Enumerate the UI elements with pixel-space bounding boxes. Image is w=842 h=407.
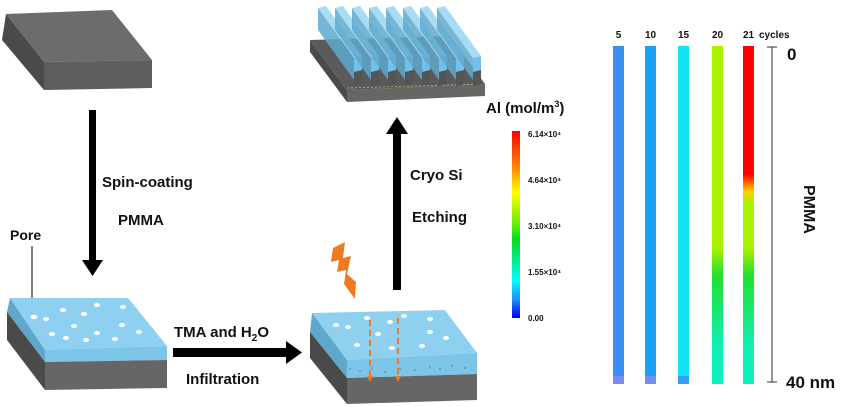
etching-arrow — [386, 117, 408, 290]
infiltration-label: Infiltration — [186, 371, 259, 388]
cycle-label: 5 — [616, 30, 622, 41]
concentration-profile-10 — [645, 46, 656, 384]
infiltration-arrow — [173, 341, 302, 364]
infiltrated-block — [310, 310, 477, 404]
cryo-si-label: Cryo Si — [410, 167, 463, 184]
depth-scale-bar — [767, 46, 777, 383]
silicon-substrate-block — [2, 10, 152, 90]
spin-coating-label: Spin-coating — [102, 174, 193, 191]
pmma-axis-label: PMMA — [800, 185, 817, 234]
depth-top-label: 0 — [787, 45, 796, 64]
concentration-profile-20 — [712, 46, 723, 384]
cycle-label: 15 — [678, 30, 690, 41]
cycles-label: cycles — [759, 30, 790, 41]
concentration-profile-15 — [678, 46, 689, 384]
cycle-label: 10 — [645, 30, 657, 41]
cycle-label: 20 — [712, 30, 724, 41]
spin-coating-arrow — [82, 110, 103, 276]
pmma-step-label: PMMA — [118, 212, 164, 229]
cycle-label: 21 — [743, 30, 755, 41]
etching-label: Etching — [412, 209, 467, 226]
colorbar-tick-label: 3.10×10⁴ — [528, 222, 561, 231]
depth-bottom-label: 40 nm — [786, 373, 835, 392]
colorbar-tick-label: 4.64×10⁴ — [528, 176, 561, 185]
colorbar-title: Al (mol/m3) — [486, 99, 564, 117]
colorbar-tick-label: 6.14×10⁴ — [528, 130, 561, 139]
concentration-profile-5 — [613, 46, 624, 384]
etched-fin-structure — [310, 6, 485, 102]
colorbar-tick-label: 0.00 — [528, 314, 544, 323]
colorbar — [512, 131, 520, 318]
lightning-icon — [331, 242, 356, 299]
pmma-coated-block — [7, 298, 167, 390]
pore-label: Pore — [10, 227, 41, 243]
colorbar-tick-label: 1.55×10⁴ — [528, 268, 561, 277]
tma-h2o-label: TMA and H2O — [174, 324, 269, 344]
concentration-profile-21 — [743, 46, 754, 384]
